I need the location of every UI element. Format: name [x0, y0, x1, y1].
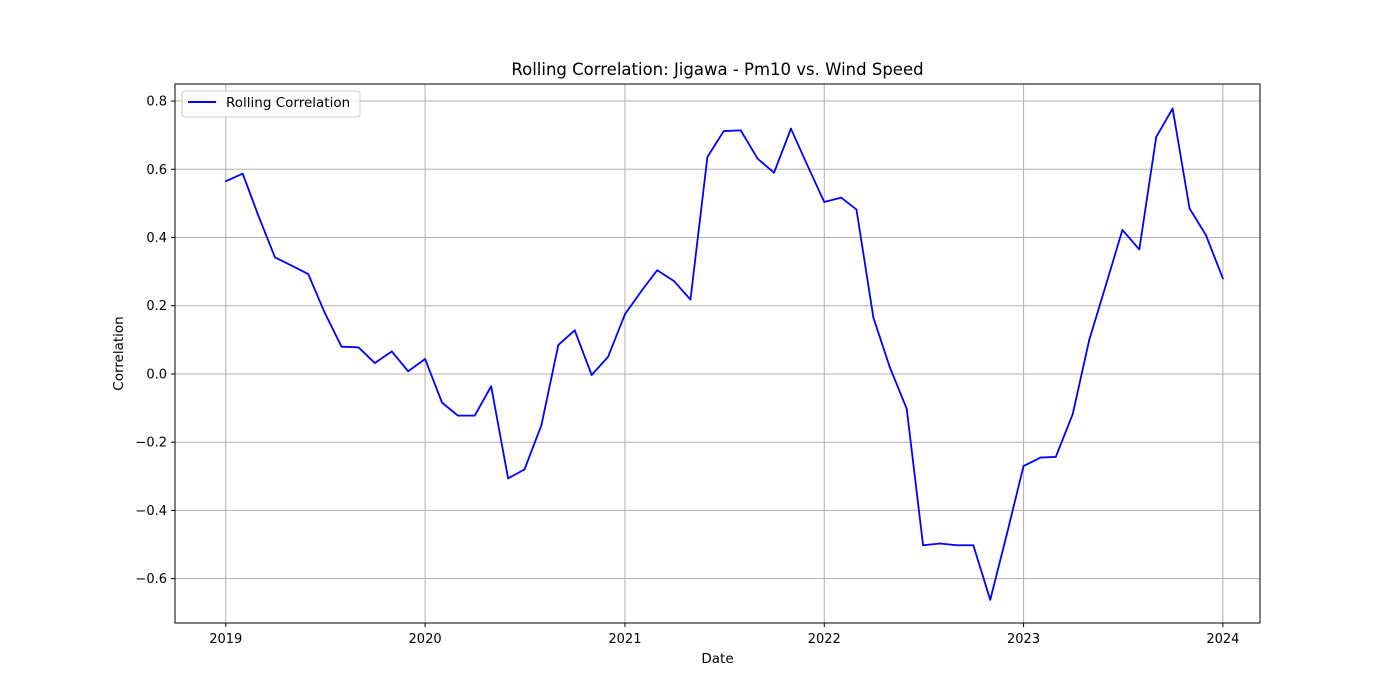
- data-point: [922, 544, 924, 547]
- data-point: [656, 269, 659, 272]
- y-tick-label: 0.4: [146, 231, 167, 246]
- data-point: [640, 289, 643, 292]
- data-point: [557, 344, 560, 346]
- x-tick-label: 2021: [608, 632, 641, 647]
- data-point: [224, 180, 227, 183]
- data-point: [1155, 135, 1158, 138]
- data-point: [490, 385, 493, 388]
- data-point: [689, 298, 692, 301]
- data-point: [989, 598, 992, 601]
- x-tick-label: 2024: [1206, 632, 1239, 647]
- data-point: [323, 311, 326, 314]
- data-point: [290, 264, 293, 267]
- data-point: [507, 477, 509, 480]
- data-point: [905, 407, 908, 410]
- data-point: [1171, 107, 1174, 110]
- data-point: [573, 329, 576, 332]
- x-tick-label: 2019: [209, 632, 242, 647]
- y-tick-label: −0.4: [135, 504, 167, 519]
- data-point: [972, 544, 975, 547]
- data-point: [590, 374, 593, 376]
- data-point: [739, 129, 742, 132]
- data-point: [840, 196, 843, 199]
- data-point: [307, 273, 310, 275]
- data-point: [257, 213, 259, 216]
- y-tick-label: 0.8: [146, 95, 167, 110]
- data-point: [806, 164, 809, 167]
- data-point: [823, 201, 826, 203]
- data-point: [1221, 277, 1224, 280]
- x-axis-label: Date: [701, 651, 733, 667]
- x-tick-label: 2022: [808, 632, 841, 647]
- data-point: [956, 544, 958, 547]
- data-point: [756, 157, 759, 160]
- data-point: [241, 172, 244, 175]
- ticks: 2019 2020 2021 2022 2023 2024 −0.6 −0.4 −0.2 0.0 0…: [135, 95, 1239, 647]
- data-point: [1039, 456, 1042, 459]
- data-point: [624, 313, 626, 316]
- data-point: [607, 356, 609, 358]
- data-point: [1138, 248, 1141, 251]
- data-point: [373, 362, 376, 364]
- data-point: [340, 345, 343, 348]
- data-point: [855, 208, 858, 211]
- data-point: [1022, 465, 1025, 467]
- data-point: [456, 414, 459, 417]
- data-point: [1205, 234, 1207, 237]
- chart-title: Rolling Correlation: Jigawa - Pm10 vs. W…: [511, 60, 923, 79]
- y-tick-label: −0.6: [135, 572, 167, 587]
- data-point: [790, 127, 792, 130]
- data-point: [1188, 207, 1191, 210]
- data-point: [1054, 455, 1057, 458]
- data-point: [473, 414, 476, 417]
- legend-label-rolling-correlation: Rolling Correlation: [226, 95, 350, 111]
- data-point: [1121, 229, 1124, 231]
- data-point: [390, 350, 393, 353]
- data-point: [1005, 534, 1008, 536]
- data-point: [706, 156, 709, 158]
- y-axis-label: Correlation: [111, 316, 127, 390]
- plot-frame: [174, 83, 1261, 624]
- data-point: [722, 130, 725, 132]
- data-point: [1088, 339, 1090, 342]
- y-tick-label: 0.6: [146, 163, 167, 178]
- grid: [175, 84, 1260, 623]
- data-point: [424, 358, 426, 360]
- data-point: [1071, 413, 1074, 416]
- data-point: [888, 366, 891, 369]
- legend-box: [181, 90, 361, 118]
- line-layer: [224, 107, 1224, 601]
- data-point: [673, 280, 675, 283]
- data-point: [357, 346, 360, 349]
- legend: Rolling Correlation: [181, 90, 361, 118]
- data-point: [1105, 283, 1107, 286]
- y-tick-label: 0.0: [146, 367, 167, 382]
- data-point: [274, 256, 276, 259]
- y-tick-label: 0.2: [146, 299, 167, 314]
- data-point: [872, 316, 875, 319]
- data-point: [773, 171, 775, 174]
- data-point: [441, 401, 443, 404]
- x-tick-label: 2023: [1007, 632, 1040, 647]
- y-tick-label: −0.2: [135, 436, 167, 451]
- data-point: [523, 468, 526, 471]
- x-tick-label: 2020: [409, 632, 442, 647]
- data-point: [407, 370, 410, 373]
- data-point: [939, 542, 941, 545]
- data-point: [540, 424, 543, 427]
